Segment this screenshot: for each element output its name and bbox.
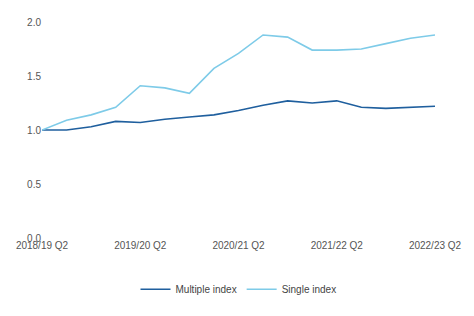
svg-text:2021/22 Q2: 2021/22 Q2 — [311, 240, 364, 251]
svg-text:1.0: 1.0 — [27, 125, 41, 136]
svg-text:2020/21 Q2: 2020/21 Q2 — [212, 240, 265, 251]
svg-text:Single index: Single index — [282, 284, 336, 295]
svg-text:Multiple index: Multiple index — [176, 284, 237, 295]
svg-text:2.0: 2.0 — [27, 17, 41, 28]
svg-text:0.5: 0.5 — [27, 179, 41, 190]
svg-text:0.0: 0.0 — [27, 233, 41, 244]
svg-text:2019/20 Q2: 2019/20 Q2 — [114, 240, 167, 251]
svg-text:2022/23 Q2: 2022/23 Q2 — [409, 240, 462, 251]
svg-text:2018/19 Q2: 2018/19 Q2 — [16, 240, 69, 251]
svg-text:1.5: 1.5 — [27, 71, 41, 82]
